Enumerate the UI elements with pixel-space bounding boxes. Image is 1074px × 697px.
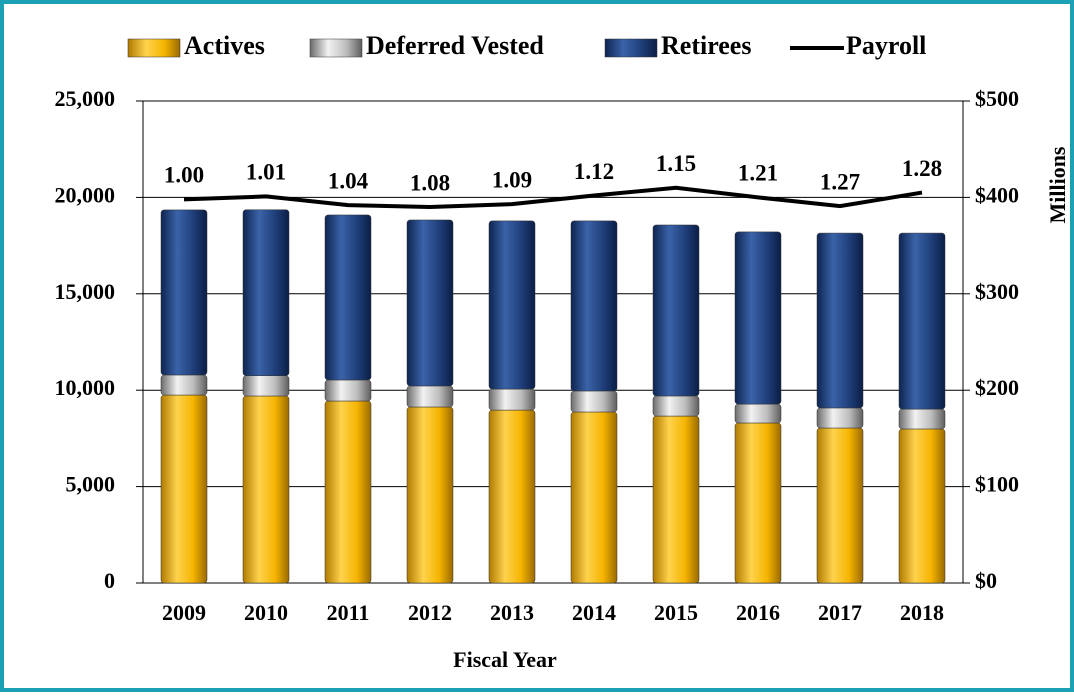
bar-segment [898,408,946,430]
bar-segment [324,214,372,381]
legend-label: Payroll [846,31,926,60]
bar-segment [242,209,290,376]
y2-tick-label: $300 [975,279,1019,304]
annotation: 1.01 [246,160,286,185]
x-tick-label: 2010 [244,600,288,625]
y-tick-label: 0 [104,568,115,593]
bar-segment [734,231,782,405]
x-tick-label: 2017 [818,600,862,625]
legend-label: Deferred Vested [366,31,544,60]
bar-segment [324,379,372,402]
bar-segment [406,385,454,408]
bar-segment [652,395,700,417]
x-tick-label: 2015 [654,600,698,625]
annotation: 1.27 [820,169,860,194]
x-tick-label: 2014 [572,600,616,625]
x-axis-label: Fiscal Year [453,647,557,672]
y-tick-label: 10,000 [55,375,116,400]
y2-tick-label: $100 [975,472,1019,497]
x-tick-label: 2011 [327,600,370,625]
x-tick-label: 2009 [162,600,206,625]
x-tick-label: 2018 [900,600,944,625]
x-tick-label: 2013 [490,600,534,625]
bar-segment [324,400,372,584]
y-tick-label: 15,000 [55,279,116,304]
bar-segment [570,390,618,413]
bar-segment [242,375,290,397]
annotation: 1.21 [738,161,778,186]
annotation: 1.00 [164,163,204,188]
bar-segment [898,232,946,410]
annotation: 1.08 [410,170,450,195]
y2-tick-label: $0 [975,568,997,593]
bar-segment [652,415,700,584]
x-tick-label: 2012 [408,600,452,625]
y2-axis-label: Millions [1045,146,1070,223]
bar-segment [734,422,782,584]
payroll-line [183,185,923,210]
annotation: 1.04 [328,168,369,193]
y-tick-label: 25,000 [55,86,116,111]
bar-segment [160,374,208,396]
legend-label: Actives [184,31,265,60]
bar-segment [160,209,208,376]
bar-segment [734,403,782,424]
bar-segment [816,232,864,409]
legend-swatch [309,38,363,58]
y2-tick-label: $200 [975,375,1019,400]
bar-segment [570,220,618,392]
annotation: 1.28 [902,156,942,181]
bar-segment [488,220,536,390]
bar-segment [816,427,864,584]
bar-segment [406,406,454,584]
bar-segment [242,395,290,584]
bar-segment [488,388,536,411]
x-tick-label: 2016 [736,600,780,625]
annotation: 1.15 [656,151,696,176]
y-tick-label: 5,000 [66,472,116,497]
annotation: 1.09 [492,167,532,192]
bar-segment [570,411,618,584]
bar-segment [898,428,946,584]
bar-segment [816,407,864,429]
legend-label: Retirees [661,31,751,60]
y2-tick-label: $400 [975,182,1019,207]
legend-swatch [127,38,181,58]
bar-segment [488,409,536,584]
y2-tick-label: $500 [975,86,1019,111]
annotation: 1.12 [574,159,614,184]
legend-swatch [604,38,658,58]
bar-segment [160,394,208,584]
y-tick-label: 20,000 [55,182,116,207]
bar-segment [406,219,454,387]
bar-segment [652,224,700,397]
